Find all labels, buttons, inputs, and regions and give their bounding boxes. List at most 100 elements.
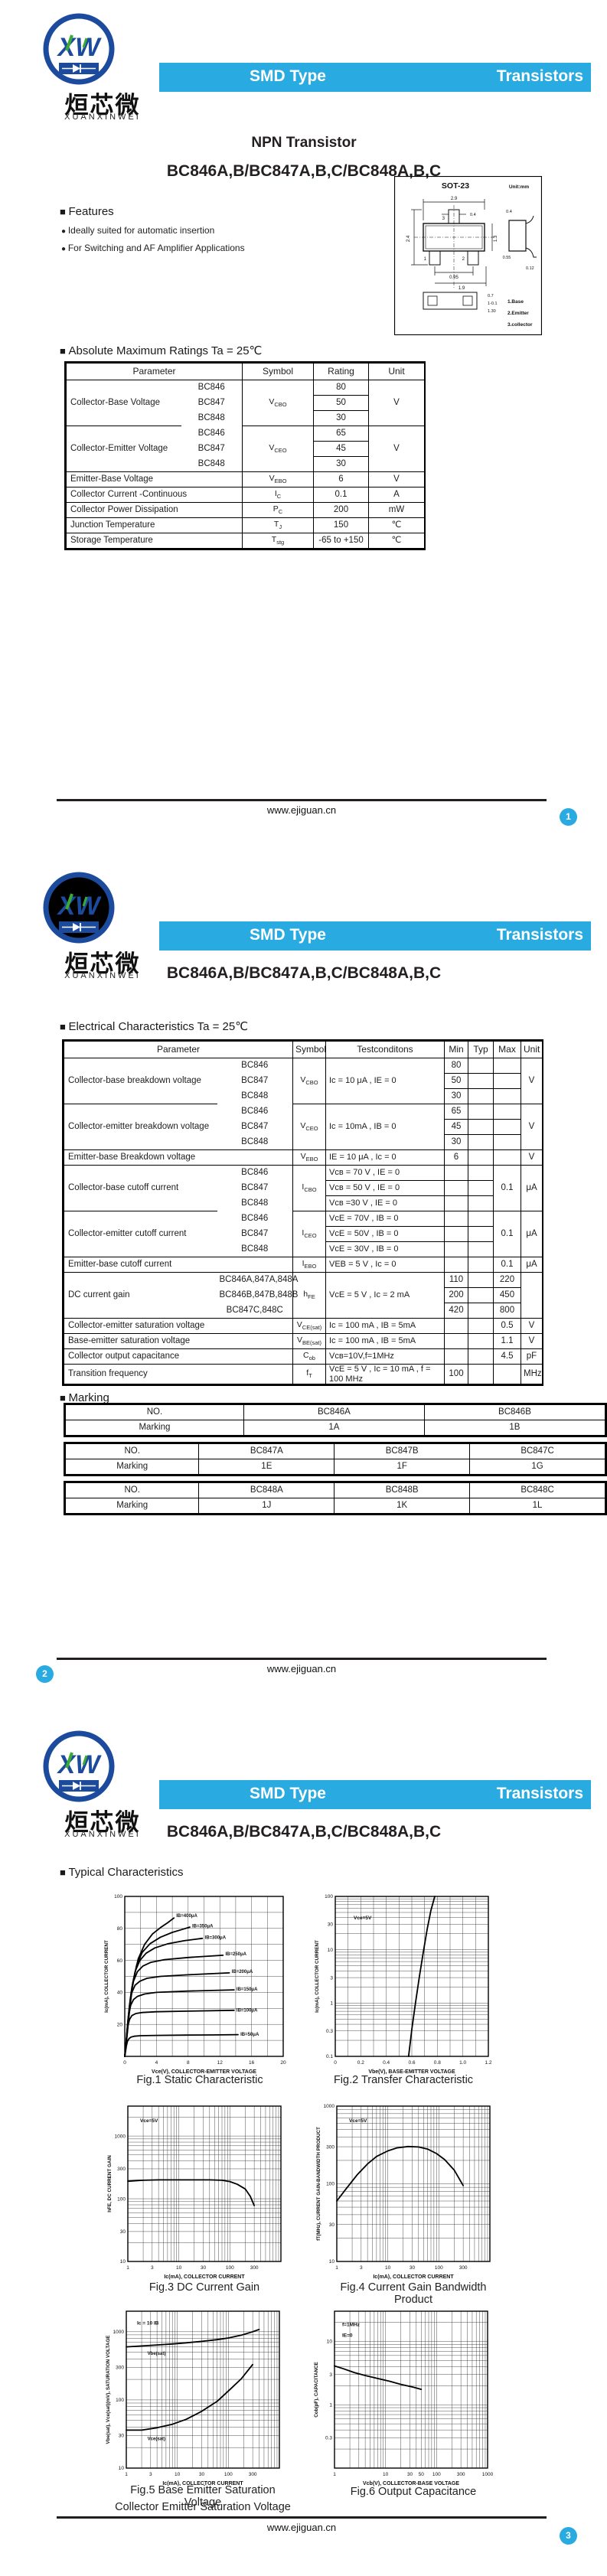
curve-fT — [336, 2145, 464, 2202]
chart-svg: 1 10 30 50 100 300 1000 0.3 1 3 10 f=1MHz IE=0 Vcb(V)… — [314, 2310, 494, 2486]
page-1: XW 烜芯微 XUANXINWEI SMD Type Transistors N… — [0, 0, 607, 859]
company-name-cn: 烜芯微 — [64, 92, 141, 119]
parameter-cell: Collector output capacitance — [64, 1348, 293, 1365]
table-cell: 0.1 — [493, 1165, 521, 1211]
table-cell: 65 — [313, 426, 369, 442]
svg-text:300: 300 — [116, 2366, 124, 2371]
svg-text:1000: 1000 — [482, 2472, 494, 2477]
table-row: BC848 30 — [67, 410, 425, 426]
table-row: BC847 45 — [64, 1119, 543, 1135]
table-cell: Ic = 100 mA , IB = 5mA — [325, 1333, 445, 1349]
features-title: Features — [60, 205, 113, 218]
device-cell: BC848 — [181, 456, 243, 472]
pin-label: 1.Base — [507, 299, 524, 305]
table-cell — [468, 1165, 494, 1181]
x-axis-title: Vbe(V), BASE-EMITTER VOLTAGE — [368, 2069, 455, 2075]
svg-text:0.3: 0.3 — [326, 2029, 333, 2034]
device-cell: BC847 — [217, 1226, 293, 1242]
y-axis-title: Cob(pF), CAPACITANCE — [314, 2362, 319, 2418]
table-cell: NO. — [64, 1443, 200, 1459]
table-row: NO. BC847A BC847B BC847C — [64, 1443, 605, 1459]
chart-annotation: Vce=5V — [354, 1916, 372, 1921]
device-cell: BC848 — [181, 410, 243, 426]
feature-item: For Switching and AF Amplifier Applicati… — [61, 243, 245, 253]
svg-text:0.6: 0.6 — [408, 2060, 415, 2066]
table-cell — [468, 1363, 494, 1385]
header-banner: SMD Type Transistors — [159, 921, 591, 951]
svg-text:30: 30 — [120, 2229, 126, 2235]
table-cell: pF — [521, 1348, 543, 1365]
table-cell: IE = 10 μA , Ic = 0 — [325, 1149, 445, 1166]
svg-text:50: 50 — [419, 2472, 425, 2477]
fig5-caption-line1: Fig.5 Base Emitter Saturation Voltage — [130, 2484, 276, 2509]
footer-url: www.ejiguan.cn — [266, 1663, 337, 1674]
symbol-cell: IEBO — [292, 1257, 326, 1273]
table-cell: V — [521, 1104, 543, 1150]
company-logo-icon: XW — [43, 1730, 115, 1802]
table-cell: -65 to +150 — [313, 533, 369, 549]
parameter-cell: Collector-base cutoff current — [64, 1165, 217, 1211]
logo-monogram: XW — [57, 1750, 103, 1779]
table-cell — [444, 1226, 468, 1242]
dimension-label: 1.30 — [488, 309, 496, 314]
table-cell: 1.1 — [493, 1333, 521, 1349]
banner-transistors: Transistors — [496, 1785, 583, 1802]
dimension-label: 2.4 — [406, 235, 411, 242]
table-row: Collector-base cutoff current BC846 ICBO Vc… — [64, 1165, 543, 1211]
svg-text:16: 16 — [249, 2060, 255, 2066]
parameter-cell: Storage Temperature — [66, 533, 243, 549]
symbol-cell: VCEO — [242, 426, 314, 472]
footer-url: www.ejiguan.cn — [266, 804, 337, 816]
table-cell: Ic = 100 mA , IB = 5mA — [325, 1318, 445, 1334]
svg-text:80: 80 — [117, 1926, 123, 1932]
table-cell — [468, 1180, 494, 1196]
svg-text:300: 300 — [457, 2472, 465, 2477]
svg-text:1000: 1000 — [324, 2104, 335, 2109]
fig1-static-characteristic-chart: 0 4 8 12 16 20 20 40 60 80 100 IB=400μA IB=350μA IB=3… — [102, 1890, 294, 2088]
table-cell — [468, 1058, 494, 1074]
dimension-label: 0.95 — [449, 276, 459, 280]
device-cell: BC846B,847B,848B — [217, 1287, 298, 1303]
table-cell — [468, 1104, 494, 1120]
fig2-transfer-characteristic-chart: 0 0.2 0.4 0.6 0.8 1.0 1.2 0.1 0.3 1 3 10 30 100 Vce=5V… — [312, 1890, 499, 2088]
package-name: SOT-23 — [442, 181, 469, 191]
svg-text:20: 20 — [117, 2022, 123, 2027]
x-axis-title: Ic(mA), COLLECTOR CURRENT — [162, 2481, 243, 2486]
svg-text:0.8: 0.8 — [434, 2060, 441, 2066]
symbol-cell: Tstg — [242, 533, 314, 549]
abs-max-table-wrap: Parameter Symbol Rating Unit Collector-Base … — [64, 361, 426, 550]
device-cell: BC848 — [217, 1134, 293, 1150]
svg-text:300: 300 — [249, 2472, 257, 2477]
svg-text:40: 40 — [117, 1991, 123, 1996]
chart-annotation: Ic = 10 IB — [137, 2320, 159, 2326]
pin-label: 3.collector — [507, 322, 533, 328]
table-cell — [444, 1211, 468, 1227]
table-row: Base-emitter saturation voltage VBE(sat) I… — [64, 1333, 543, 1349]
table-cell — [468, 1073, 494, 1089]
symbol-cell: IC — [242, 487, 314, 503]
typical-title: Typical Characteristics — [60, 1866, 183, 1879]
table-cell: V — [521, 1149, 543, 1166]
banner-smd-type: SMD Type — [250, 67, 326, 85]
dimension-label: 0.7 — [488, 294, 494, 298]
table-cell: 1L — [469, 1498, 605, 1514]
table-cell: Vcв=10V,f=1MHz — [325, 1348, 445, 1365]
curve-label: IB=350μA — [192, 1925, 214, 1929]
svg-text:0: 0 — [123, 2060, 126, 2066]
table-row: BC848 30 — [64, 1134, 543, 1150]
marking-table-wrap: NO. BC848A BC848B BC848C Marking 1J 1K 1L — [64, 1481, 607, 1515]
table-cell: V — [521, 1318, 543, 1334]
svg-text:1: 1 — [330, 2001, 333, 2007]
svg-text:100: 100 — [432, 2472, 441, 2477]
fig5-saturation-voltage-chart: 1 3 10 30 100 300 10 30 100 300 1000 Vbe(sat) Vce(sa… — [103, 2305, 290, 2499]
marking-table-wrap: NO. BC847A BC847B BC847C Marking 1E 1F 1G — [64, 1442, 607, 1476]
marking-table: NO. BC847A BC847B BC847C Marking 1E 1F 1G — [64, 1443, 605, 1475]
table-row: Junction Temperature TJ 150 ℃ — [66, 517, 425, 533]
table-cell: 1J — [198, 1498, 335, 1514]
table-cell — [444, 1241, 468, 1257]
table-cell: 30 — [444, 1134, 468, 1150]
parameter-cell: Collector-Base Voltage — [66, 380, 181, 426]
footer-rule — [57, 799, 547, 801]
column-header: Symbol — [242, 363, 314, 380]
table-cell: 50 — [444, 1073, 468, 1089]
